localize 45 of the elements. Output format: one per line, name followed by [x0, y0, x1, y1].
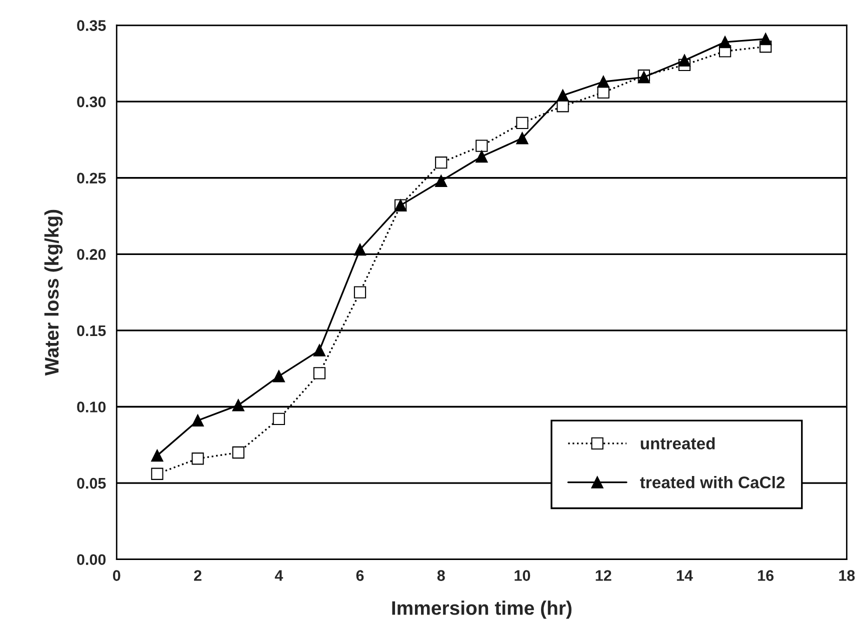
point: [313, 344, 326, 356]
point: [476, 150, 488, 163]
x-axis-title: Immersion time (hr): [392, 600, 572, 619]
x-tick-label: 14: [676, 570, 693, 581]
x-tick-label: 16: [758, 570, 774, 581]
point: [435, 174, 448, 187]
point: [678, 54, 691, 66]
point: [435, 156, 448, 169]
point: [476, 140, 488, 152]
point: [597, 76, 610, 88]
point: [151, 468, 164, 480]
point: [192, 414, 204, 427]
y-tick-label: 0.30: [77, 96, 106, 108]
point: [556, 89, 569, 102]
y-tick-label: 0.15: [77, 325, 106, 336]
point: [192, 452, 204, 465]
point: [354, 244, 366, 256]
point: [272, 412, 285, 426]
point: [313, 367, 326, 380]
x-tick-label: 8: [437, 570, 445, 581]
legend-label: treated with CaCl2: [640, 476, 785, 488]
point: [354, 286, 366, 298]
y-tick-label: 0.00: [77, 554, 106, 566]
point: [272, 370, 285, 382]
x-tick-label: 18: [839, 570, 855, 581]
point: [516, 116, 528, 130]
point: [151, 449, 164, 462]
y-tick-label: 0.20: [77, 249, 106, 260]
y-axis-title: Water loss (kg/kg): [44, 210, 63, 376]
point: [232, 446, 244, 459]
y-tick-label: 0.35: [77, 20, 106, 31]
y-tick-label: 0.10: [77, 402, 106, 412]
x-tick-label: 6: [356, 570, 364, 581]
y-tick-label: 0.05: [77, 478, 106, 489]
x-tick-label: 4: [274, 570, 284, 581]
point: [516, 132, 528, 144]
point: [232, 399, 244, 412]
x-tick-label: 2: [194, 570, 202, 581]
point: [760, 32, 772, 46]
legend-label: untreated: [640, 437, 715, 450]
y-tick-label: 0.25: [77, 172, 106, 184]
x-tick-label: 12: [596, 570, 612, 581]
x-tick-label: 10: [514, 570, 530, 581]
point: [718, 36, 732, 48]
x-tick-label: 0: [112, 570, 120, 581]
